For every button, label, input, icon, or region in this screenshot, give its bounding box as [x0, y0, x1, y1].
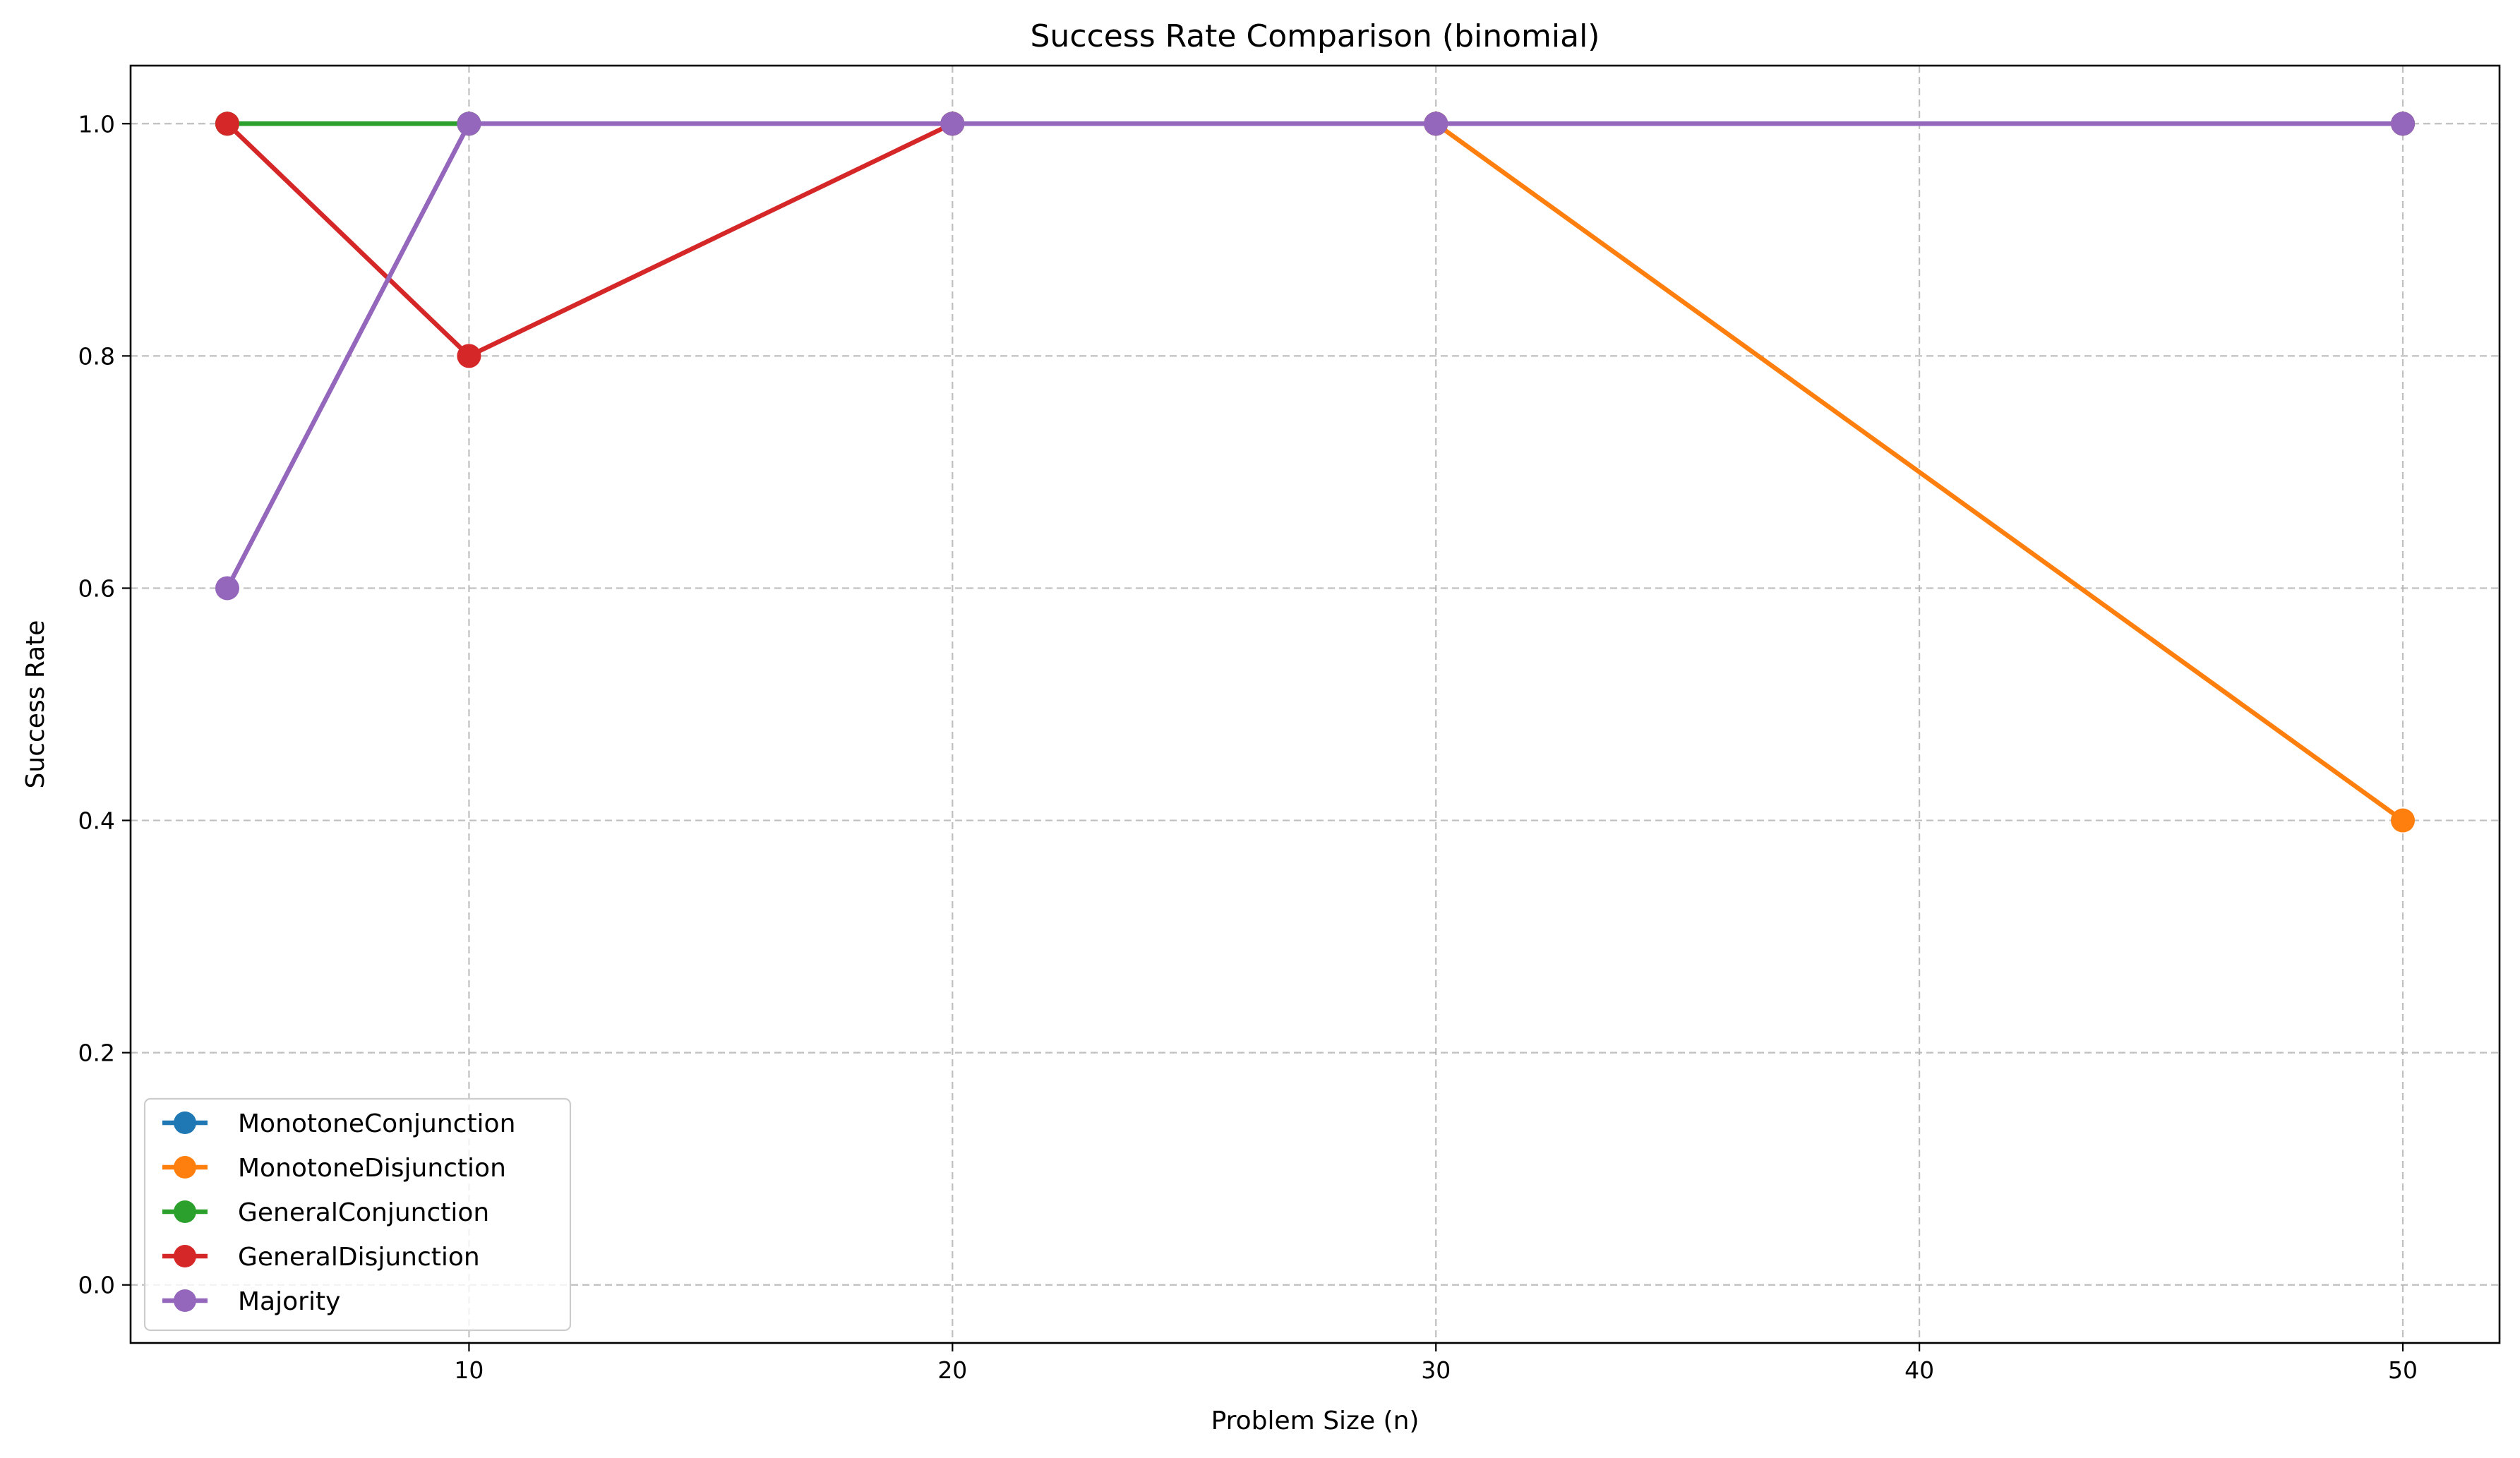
y-tick-label: 0.0 — [78, 1272, 115, 1299]
legend-marker-swatch — [174, 1156, 196, 1179]
legend-label: Majority — [238, 1287, 340, 1316]
x-tick-label: 50 — [2388, 1356, 2418, 1384]
y-axis-label: Success Rate — [21, 620, 50, 789]
x-tick-label: 20 — [937, 1356, 967, 1384]
legend-item: MonotoneConjunction — [162, 1109, 515, 1138]
y-tick-label: 0.8 — [78, 342, 115, 370]
legend-label: MonotoneConjunction — [238, 1109, 515, 1138]
data-point — [2391, 112, 2416, 136]
legend-label: GeneralConjunction — [238, 1198, 489, 1227]
data-point — [2391, 808, 2416, 833]
legend: MonotoneConjunction MonotoneDisjunction Ge… — [143, 1097, 572, 1332]
legend-item: Majority — [162, 1287, 340, 1316]
data-point — [215, 576, 239, 601]
legend-item: GeneralDisjunction — [162, 1243, 480, 1272]
legend-item: MonotoneDisjunction — [162, 1154, 506, 1183]
x-tick-label: 30 — [1421, 1356, 1451, 1384]
data-point — [215, 112, 239, 136]
chart-title: Success Rate Comparison (binomial) — [1031, 18, 1600, 54]
legend-box — [143, 1097, 572, 1332]
axis-ticks: 10 20 30 40 50 0.0 0.2 0.4 0.6 0.8 1.0 — [78, 110, 2418, 1384]
y-tick-label: 0.6 — [78, 574, 115, 602]
y-tick-label: 0.4 — [78, 807, 115, 835]
data-point — [457, 344, 481, 368]
legend-item: GeneralConjunction — [162, 1198, 489, 1227]
legend-marker-swatch — [174, 1245, 196, 1267]
data-point — [940, 112, 965, 136]
x-tick-label: 10 — [454, 1356, 484, 1384]
legend-marker-swatch — [174, 1289, 196, 1312]
series-lines — [215, 112, 2416, 833]
legend-marker-swatch — [174, 1200, 196, 1223]
legend-label: MonotoneDisjunction — [238, 1154, 506, 1183]
data-point — [1424, 112, 1448, 136]
plot-area-frame — [129, 64, 2501, 1344]
legend-marker-swatch — [174, 1111, 196, 1134]
x-tick-label: 40 — [1904, 1356, 1934, 1384]
y-tick-label: 1.0 — [78, 110, 115, 138]
legend-label: GeneralDisjunction — [238, 1243, 480, 1272]
series-Majority — [215, 112, 2416, 601]
data-point — [457, 112, 481, 136]
y-tick-label: 0.2 — [78, 1040, 115, 1067]
x-axis-label: Problem Size (n) — [1211, 1406, 1420, 1435]
